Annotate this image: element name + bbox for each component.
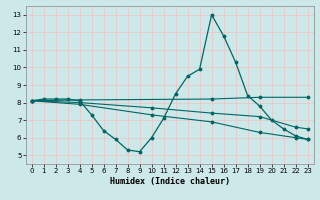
X-axis label: Humidex (Indice chaleur): Humidex (Indice chaleur)	[109, 177, 230, 186]
